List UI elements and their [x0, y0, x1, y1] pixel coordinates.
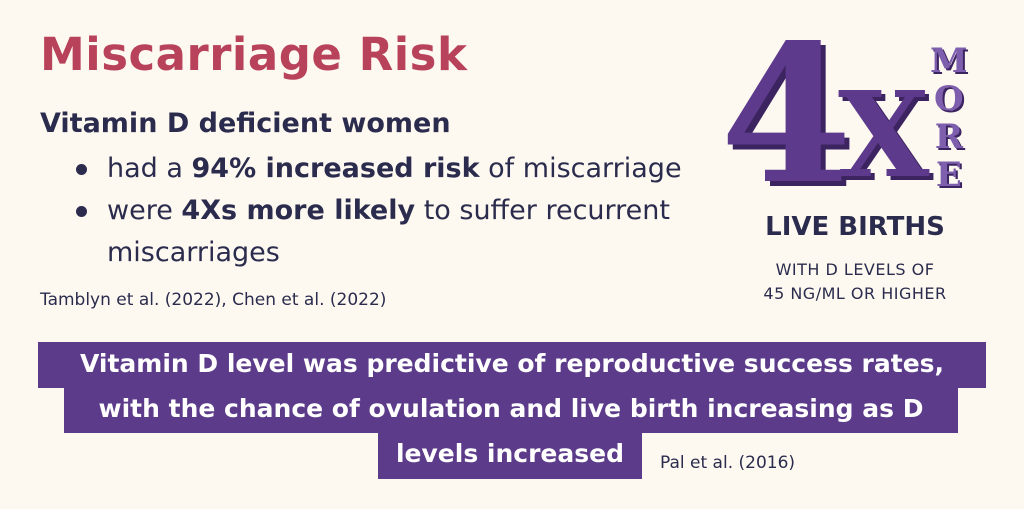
subtext-line: 45 NG/ML OR HIGHER — [763, 284, 947, 303]
citation-left: Tamblyn et al. (2022), Chen et al. (2022… — [40, 290, 387, 310]
banner-band — [38, 342, 986, 388]
banner-band — [64, 388, 958, 433]
banner-line: levels increased — [395, 439, 624, 468]
banner-band — [378, 433, 642, 479]
subtitle: Vitamin D deficient women — [40, 108, 451, 139]
more-letter: M — [930, 41, 968, 81]
more-letter: R — [934, 117, 963, 157]
more-word: M O R E — [930, 42, 968, 194]
banner-line: Vitamin D level was predictive of reprod… — [79, 349, 945, 378]
list-item: were 4Xs more likely to suffer recurrent… — [74, 190, 714, 274]
bold-phrase: 4Xs more likely — [181, 195, 416, 226]
banner-line: with the chance of ovulation and live bi… — [98, 394, 924, 423]
more-letter: E — [935, 155, 962, 195]
citation-right: Pal et al. (2016) — [660, 453, 796, 473]
big-stat: 4 X M O R E — [720, 20, 980, 212]
finding-list: had a 94% increased risk of miscarriage … — [74, 148, 714, 274]
subtext-line: WITH D LEVELS OF — [775, 260, 935, 279]
list-item: had a 94% increased risk of miscarriage — [74, 148, 714, 190]
live-births-subtext: WITH D LEVELS OF 45 NG/ML OR HIGHER — [730, 258, 980, 306]
more-letter: O — [934, 79, 964, 119]
stat-number: 4 — [720, 3, 853, 226]
stat-multiplier: X — [838, 65, 930, 204]
live-births-heading: LIVE BIRTHS — [765, 212, 945, 242]
page-title: Miscarriage Risk — [40, 28, 468, 81]
bold-phrase: 94% increased risk — [191, 153, 480, 184]
